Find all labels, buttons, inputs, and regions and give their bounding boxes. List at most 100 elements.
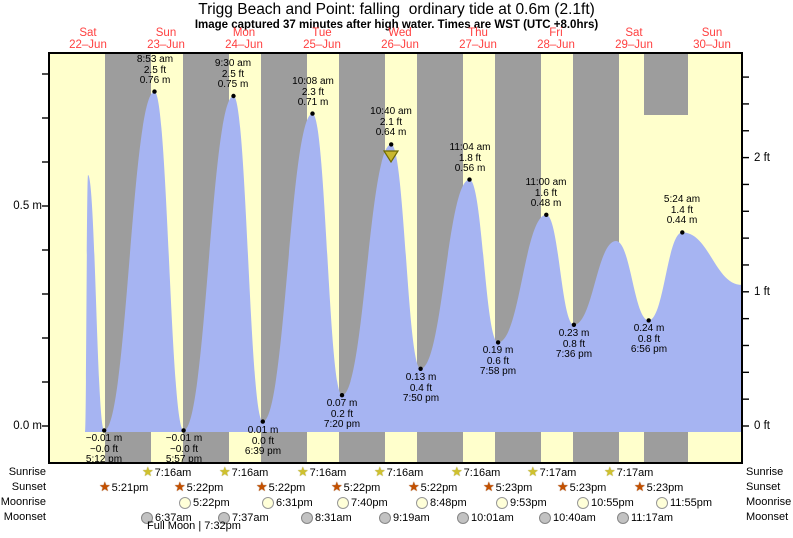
high-tide-label: 11:00 am 1.6 ft 0.48 m (525, 177, 567, 209)
astro-row-label-left: Moonset (3, 511, 46, 523)
moonset-entry: 10:40am (539, 511, 596, 524)
moonrise-time: 5:22pm (193, 496, 230, 509)
low-tide-dot (495, 340, 501, 345)
sunset-time: 5:23pm (495, 481, 533, 494)
sunrise-star-icon: ★ (374, 465, 386, 480)
astro-row-label-left: Sunrise (8, 466, 46, 478)
sunrise-entry: ★ 7:16am (142, 466, 191, 479)
moonrise-entry: 10:55pm (577, 496, 634, 509)
moonrise-moon-icon (577, 496, 589, 509)
high-tide-dot (231, 93, 236, 99)
moonrise-time: 9:53pm (510, 496, 547, 509)
moonrise-entry: 8:48pm (416, 496, 467, 509)
sunset-time: 5:22pm (268, 481, 306, 494)
low-tide-dot (102, 428, 107, 433)
moonset-entry: 10:01am (457, 511, 514, 524)
low-tide-dot (339, 393, 345, 398)
moonset-time: 9:19am (393, 511, 430, 524)
sunrise-entry: ★ 7:16am (451, 466, 500, 479)
sunset-time: 5:22pm (420, 481, 458, 494)
moonrise-entry: 6:31pm (262, 496, 313, 509)
high-tide-label: 11:04 am 1.8 ft 0.56 m (449, 142, 491, 174)
moonset-moon-icon (301, 511, 313, 524)
y-axis-left-label: 0.5 m (13, 200, 42, 212)
sunset-star-icon: ★ (483, 480, 495, 495)
moonset-moon-icon (539, 511, 551, 524)
low-tide-dot (181, 428, 186, 433)
low-tide-label: 0.01 m 0.0 ft 6:39 pm (244, 425, 282, 457)
tide-area (85, 91, 742, 432)
sunset-entry: ★ 5:22pm (408, 481, 457, 494)
astro-row-label-right: Moonrise (746, 496, 792, 508)
low-tide-dot (646, 318, 651, 323)
sunset-star-icon: ★ (408, 480, 420, 495)
sunset-entry: ★ 5:23pm (557, 481, 606, 494)
moonrise-time: 7:40pm (351, 496, 388, 509)
high-tide-label: 8:53 am 2.5 ft 0.76 m (136, 54, 174, 86)
high-tide-label: 10:40 am 2.1 ft 0.64 m (370, 106, 412, 138)
moonrise-time: 11:55pm (670, 496, 712, 509)
low-tide-label: 0.13 m 0.4 ft 7:50 pm (402, 372, 440, 404)
sunset-star-icon: ★ (634, 480, 646, 495)
sunset-time: 5:22pm (343, 481, 381, 494)
high-tide-label: 10:08 am 2.3 ft 0.71 m (292, 76, 334, 108)
day-label: Sun 23–Jun (147, 27, 185, 51)
moonset-time: 6:37am (155, 511, 192, 524)
low-tide-dot (260, 419, 265, 424)
day-label: Sat 29–Jun (615, 27, 653, 51)
sunrise-time: 7:16am (154, 466, 192, 479)
sunrise-star-icon: ★ (142, 465, 154, 480)
sunset-star-icon: ★ (99, 480, 111, 495)
moonrise-entry: 5:22pm (179, 496, 230, 509)
moonset-entry: 8:31am (301, 511, 352, 524)
high-tide-dot (389, 142, 394, 147)
sunrise-entry: ★ 7:16am (297, 466, 346, 479)
moonrise-moon-icon (179, 496, 191, 509)
high-tide-dot (680, 230, 685, 235)
astro-row-label-left: Sunset (11, 481, 46, 493)
moonset-entry: 6:37am (141, 511, 192, 524)
night-band (644, 53, 688, 115)
sunset-entry: ★ 5:22pm (174, 481, 223, 494)
moonset-moon-icon (457, 511, 469, 524)
moonset-moon-icon (141, 511, 153, 524)
sunrise-time: 7:17am (616, 466, 654, 479)
low-tide-dot (418, 366, 423, 371)
sunrise-time: 7:16am (309, 466, 347, 479)
sunset-star-icon: ★ (331, 480, 343, 495)
low-tide-label: −0.01 m −0.0 ft 5:57 pm (165, 433, 203, 465)
moonset-entry: 9:19am (379, 511, 430, 524)
sunrise-star-icon: ★ (297, 465, 309, 480)
moonset-moon-icon (617, 511, 629, 524)
day-label: Thu 27–Jun (459, 27, 497, 51)
moonrise-entry: 11:55pm (656, 496, 712, 509)
sunset-entry: ★ 5:22pm (331, 481, 380, 494)
y-axis-left-label: 0.0 m (13, 420, 42, 432)
moonrise-entry: 9:53pm (496, 496, 547, 509)
sunset-star-icon: ★ (174, 480, 186, 495)
chart-title: Trigg Beach and Point: falling ordinary … (198, 1, 595, 18)
sunrise-entry: ★ 7:16am (219, 466, 268, 479)
sunset-star-icon: ★ (557, 480, 569, 495)
y-axis-right-label: 0 ft (754, 420, 770, 432)
astro-row-label-right: Sunrise (746, 466, 784, 478)
current-tide-marker-icon (382, 150, 400, 164)
high-tide-dot (310, 111, 315, 116)
sunrise-time: 7:16am (231, 466, 269, 479)
moonset-moon-icon (218, 511, 230, 524)
moonset-time: 11:17am (631, 511, 673, 524)
high-tide-dot (544, 212, 549, 217)
sunset-entry: ★ 5:21pm (99, 481, 148, 494)
y-axis-right-label: 2 ft (754, 152, 770, 164)
moonset-entry: 7:37am (218, 511, 269, 524)
sunrise-entry: ★ 7:17am (604, 466, 653, 479)
day-label: Tue 25–Jun (303, 27, 341, 51)
moonset-time: 7:37am (232, 511, 269, 524)
moonset-moon-icon (379, 511, 391, 524)
sunrise-star-icon: ★ (219, 465, 231, 480)
moonrise-moon-icon (656, 496, 668, 509)
sunrise-entry: ★ 7:17am (527, 466, 576, 479)
sunset-entry: ★ 5:22pm (256, 481, 305, 494)
astro-row-label-right: Moonset (746, 511, 789, 523)
